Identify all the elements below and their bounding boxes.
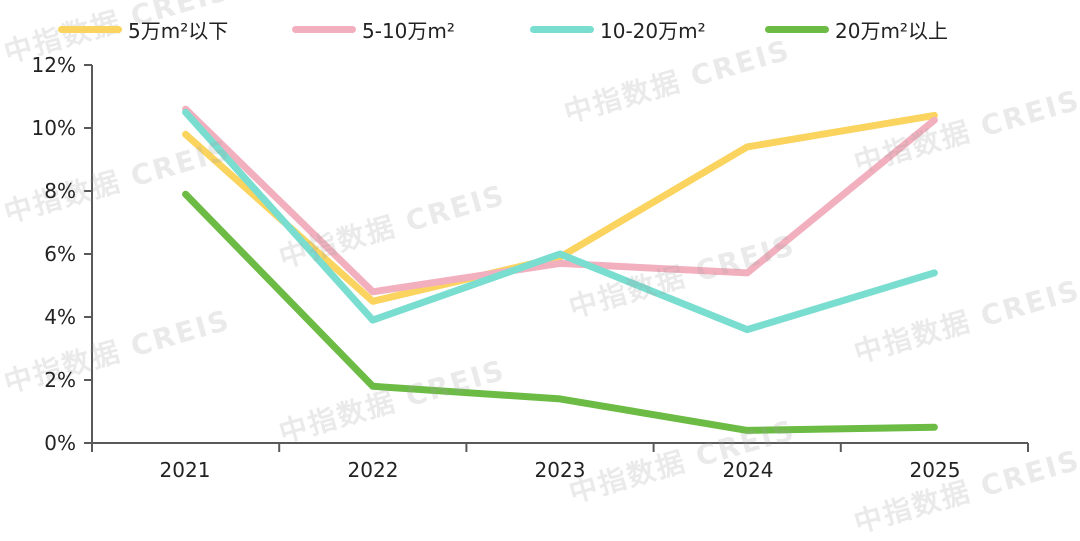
y-tick-label: 10% bbox=[31, 116, 76, 140]
y-tick-label: 2% bbox=[44, 368, 76, 392]
series-line-2 bbox=[182, 108, 938, 334]
x-tick-label: 2022 bbox=[347, 458, 399, 482]
legend-item-10-20: 10-20万m² bbox=[530, 14, 706, 44]
chart-legend: 5万m²以下 5-10万m² 10-20万m² 20万m²以上 bbox=[0, 14, 1080, 44]
legend-swatch-pink bbox=[292, 25, 356, 33]
legend-swatch-cyan bbox=[530, 25, 594, 33]
legend-item-5-10: 5-10万m² bbox=[292, 14, 455, 44]
legend-label: 10-20万m² bbox=[600, 18, 706, 43]
y-tick-label: 4% bbox=[44, 305, 76, 329]
legend-label: 5-10万m² bbox=[362, 18, 455, 43]
axes bbox=[84, 64, 1029, 452]
legend-label: 5万m²以下 bbox=[128, 18, 229, 43]
line-chart bbox=[84, 64, 1029, 452]
y-tick-label: 8% bbox=[44, 179, 76, 203]
legend-item-over-20: 20万m²以上 bbox=[765, 14, 948, 44]
y-tick-label: 12% bbox=[31, 53, 76, 77]
legend-label: 20万m²以上 bbox=[835, 18, 948, 43]
series-line-3 bbox=[182, 190, 938, 434]
legend-swatch-yellow bbox=[58, 25, 122, 33]
series-lines bbox=[182, 105, 938, 434]
series-line-1 bbox=[182, 105, 938, 296]
y-tick-label: 0% bbox=[44, 431, 76, 455]
x-tick-label: 2024 bbox=[722, 458, 774, 482]
x-tick-label: 2021 bbox=[159, 458, 211, 482]
y-tick-label: 6% bbox=[44, 242, 76, 266]
x-tick-label: 2025 bbox=[909, 458, 961, 482]
x-tick-label: 2023 bbox=[534, 458, 586, 482]
legend-swatch-green bbox=[765, 25, 829, 33]
legend-item-under-5: 5万m²以下 bbox=[58, 14, 228, 44]
